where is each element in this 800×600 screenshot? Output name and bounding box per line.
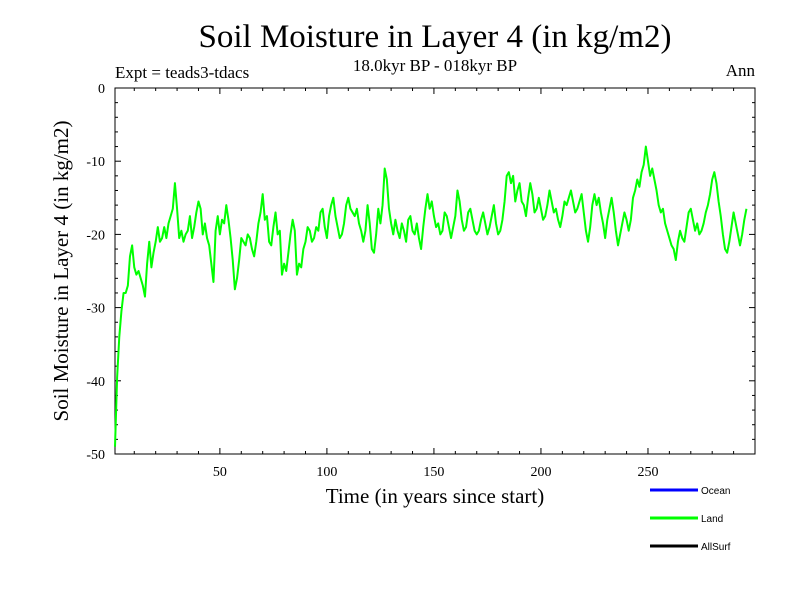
period-label: Ann (726, 61, 756, 80)
chart-title: Soil Moisture in Layer 4 (in kg/m2) (199, 19, 672, 55)
experiment-label: Expt = teads3-tdacs (115, 63, 249, 82)
plot-frame (114, 87, 756, 455)
x-tick-label: 200 (530, 465, 551, 480)
chart-subtitle: 18.0kyr BP - 018kyr BP (353, 56, 517, 75)
legend-label-allsurf: AllSurf (701, 542, 731, 553)
y-tick-label: -40 (86, 375, 105, 390)
land-series-line (114, 145, 748, 447)
x-tick-label: 150 (423, 465, 444, 480)
y-axis: 0 -10 -20 -30 -40 -50 (86, 82, 755, 463)
x-axis-label: Time (in years since start) (326, 484, 545, 508)
legend-label-ocean: Ocean (701, 486, 730, 497)
y-tick-label: -20 (86, 228, 105, 243)
y-tick-label: -10 (86, 155, 105, 170)
legend-label-land: Land (701, 514, 723, 525)
x-tick-label: 100 (316, 465, 337, 480)
x-tick-label: 250 (637, 465, 658, 480)
x-tick-label: 50 (213, 465, 227, 480)
x-axis: 50 100 150 200 250 (133, 88, 735, 480)
y-axis-label: Soil Moisture in Layer 4 (in kg/m2) (49, 121, 73, 422)
y-tick-label: -30 (86, 302, 105, 317)
legend: Ocean Land AllSurf (650, 486, 731, 553)
y-tick-label: -50 (86, 448, 105, 463)
y-tick-label: 0 (98, 82, 105, 97)
